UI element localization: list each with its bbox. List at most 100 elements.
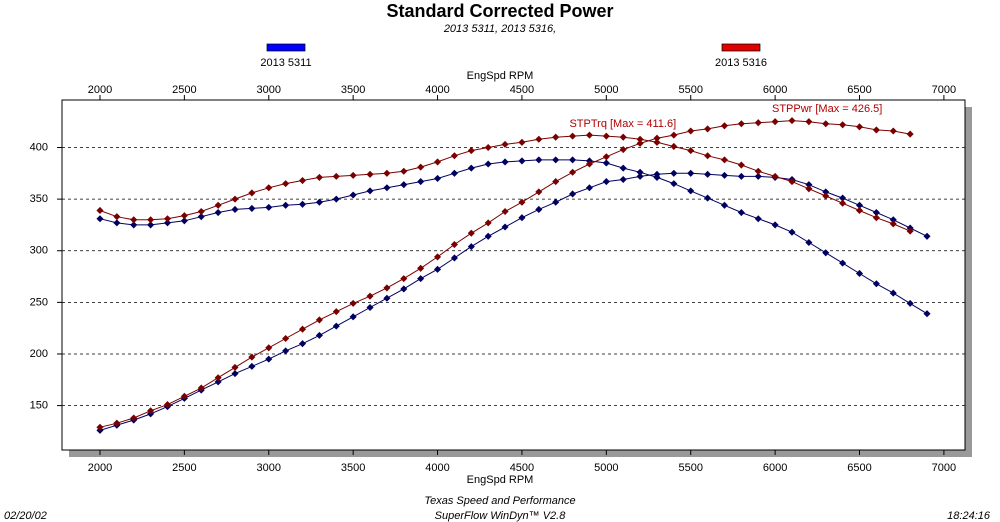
data-point bbox=[805, 185, 813, 193]
data-point bbox=[366, 303, 374, 312]
data-point bbox=[585, 131, 593, 139]
legend-swatch bbox=[266, 43, 306, 52]
data-point bbox=[518, 198, 526, 206]
data-point bbox=[417, 163, 425, 171]
data-point bbox=[450, 241, 458, 249]
data-point bbox=[552, 133, 560, 141]
data-point bbox=[282, 334, 290, 343]
data-point bbox=[569, 132, 577, 140]
y-tick-label: 350 bbox=[30, 193, 48, 205]
x-tick-label-top: 3500 bbox=[341, 84, 365, 96]
data-point bbox=[450, 152, 458, 160]
data-point bbox=[349, 313, 357, 321]
data-point bbox=[231, 370, 239, 378]
data-point bbox=[636, 172, 644, 180]
data-point bbox=[855, 206, 864, 215]
data-point bbox=[417, 178, 425, 186]
x-tick-label: 5000 bbox=[594, 462, 618, 474]
data-point bbox=[670, 180, 678, 188]
data-point bbox=[619, 146, 627, 154]
data-point bbox=[231, 363, 239, 371]
data-point bbox=[839, 194, 847, 202]
data-point bbox=[197, 207, 205, 216]
subtitle: 2013 5311, 2013 5316, bbox=[443, 23, 556, 35]
data-point bbox=[484, 143, 492, 152]
data-point bbox=[197, 213, 205, 221]
data-point bbox=[130, 216, 138, 224]
y-tick-label: 300 bbox=[30, 245, 48, 257]
data-point bbox=[96, 215, 104, 223]
data-point bbox=[822, 192, 830, 200]
data-point bbox=[315, 316, 323, 324]
data-point bbox=[467, 229, 475, 237]
plot-area bbox=[61, 99, 966, 451]
data-point bbox=[805, 238, 813, 247]
data-point bbox=[687, 187, 695, 195]
data-point bbox=[315, 331, 323, 339]
data-point bbox=[315, 173, 323, 181]
data-point bbox=[923, 232, 931, 240]
annotation: STPPwr [Max = 426.5] bbox=[772, 103, 882, 115]
data-point bbox=[552, 198, 560, 206]
x-tick-label-top: 6500 bbox=[847, 84, 871, 96]
x-tick-label-top: 3000 bbox=[257, 84, 281, 96]
data-point bbox=[889, 127, 897, 135]
data-point bbox=[872, 214, 880, 222]
data-point bbox=[113, 219, 121, 227]
data-point bbox=[180, 392, 188, 400]
data-point bbox=[113, 213, 121, 221]
data-point bbox=[720, 156, 729, 164]
x-tick-label: 2500 bbox=[172, 462, 196, 474]
data-point bbox=[315, 198, 323, 206]
footer-date: 02/20/02 bbox=[4, 510, 47, 522]
data-point bbox=[855, 269, 864, 277]
annotation: STPTrq [Max = 411.6] bbox=[569, 118, 676, 130]
footer-company: Texas Speed and Performance bbox=[424, 495, 575, 507]
y-tick-label: 150 bbox=[30, 400, 48, 412]
data-point bbox=[180, 212, 188, 220]
data-point bbox=[569, 168, 577, 176]
data-point bbox=[434, 265, 442, 273]
data-point bbox=[248, 204, 256, 212]
footer-software: SuperFlow WinDyn™ V2.8 bbox=[435, 510, 567, 522]
data-point bbox=[400, 167, 408, 175]
x-tick-label: 5500 bbox=[678, 462, 702, 474]
data-point bbox=[839, 121, 847, 129]
data-point bbox=[163, 215, 172, 223]
data-point bbox=[670, 131, 678, 139]
data-point bbox=[231, 205, 239, 213]
y-tick-label: 250 bbox=[30, 296, 48, 308]
data-point bbox=[248, 353, 256, 361]
data-point bbox=[585, 184, 593, 192]
legend-swatch bbox=[721, 43, 761, 52]
data-point bbox=[265, 184, 273, 192]
x-tick-label: 6000 bbox=[763, 462, 787, 474]
y-tick-label: 200 bbox=[30, 348, 48, 360]
data-point bbox=[636, 135, 644, 143]
data-point bbox=[822, 120, 830, 128]
data-point bbox=[704, 152, 712, 160]
data-point bbox=[737, 209, 745, 217]
data-point bbox=[383, 284, 391, 292]
data-point bbox=[518, 138, 526, 146]
x-tick-label-top: 6000 bbox=[763, 84, 787, 96]
x-tick-label-top: 2000 bbox=[88, 84, 112, 96]
data-point bbox=[332, 308, 340, 316]
data-point bbox=[467, 147, 475, 155]
data-point bbox=[298, 200, 307, 208]
data-point bbox=[872, 126, 880, 134]
data-point bbox=[214, 201, 222, 209]
x-tick-label: 2000 bbox=[88, 462, 112, 474]
data-point bbox=[552, 178, 560, 186]
data-point bbox=[906, 299, 914, 307]
data-point bbox=[602, 153, 610, 161]
data-point bbox=[332, 172, 340, 180]
x-tick-label: 3000 bbox=[257, 462, 281, 474]
data-point bbox=[872, 209, 880, 217]
data-point bbox=[805, 181, 813, 189]
legend-label: 2013 5311 bbox=[260, 57, 311, 69]
data-point bbox=[265, 344, 273, 352]
data-point bbox=[248, 362, 256, 370]
legend-label: 2013 5316 bbox=[715, 57, 767, 69]
x-tick-label: 4000 bbox=[425, 462, 449, 474]
